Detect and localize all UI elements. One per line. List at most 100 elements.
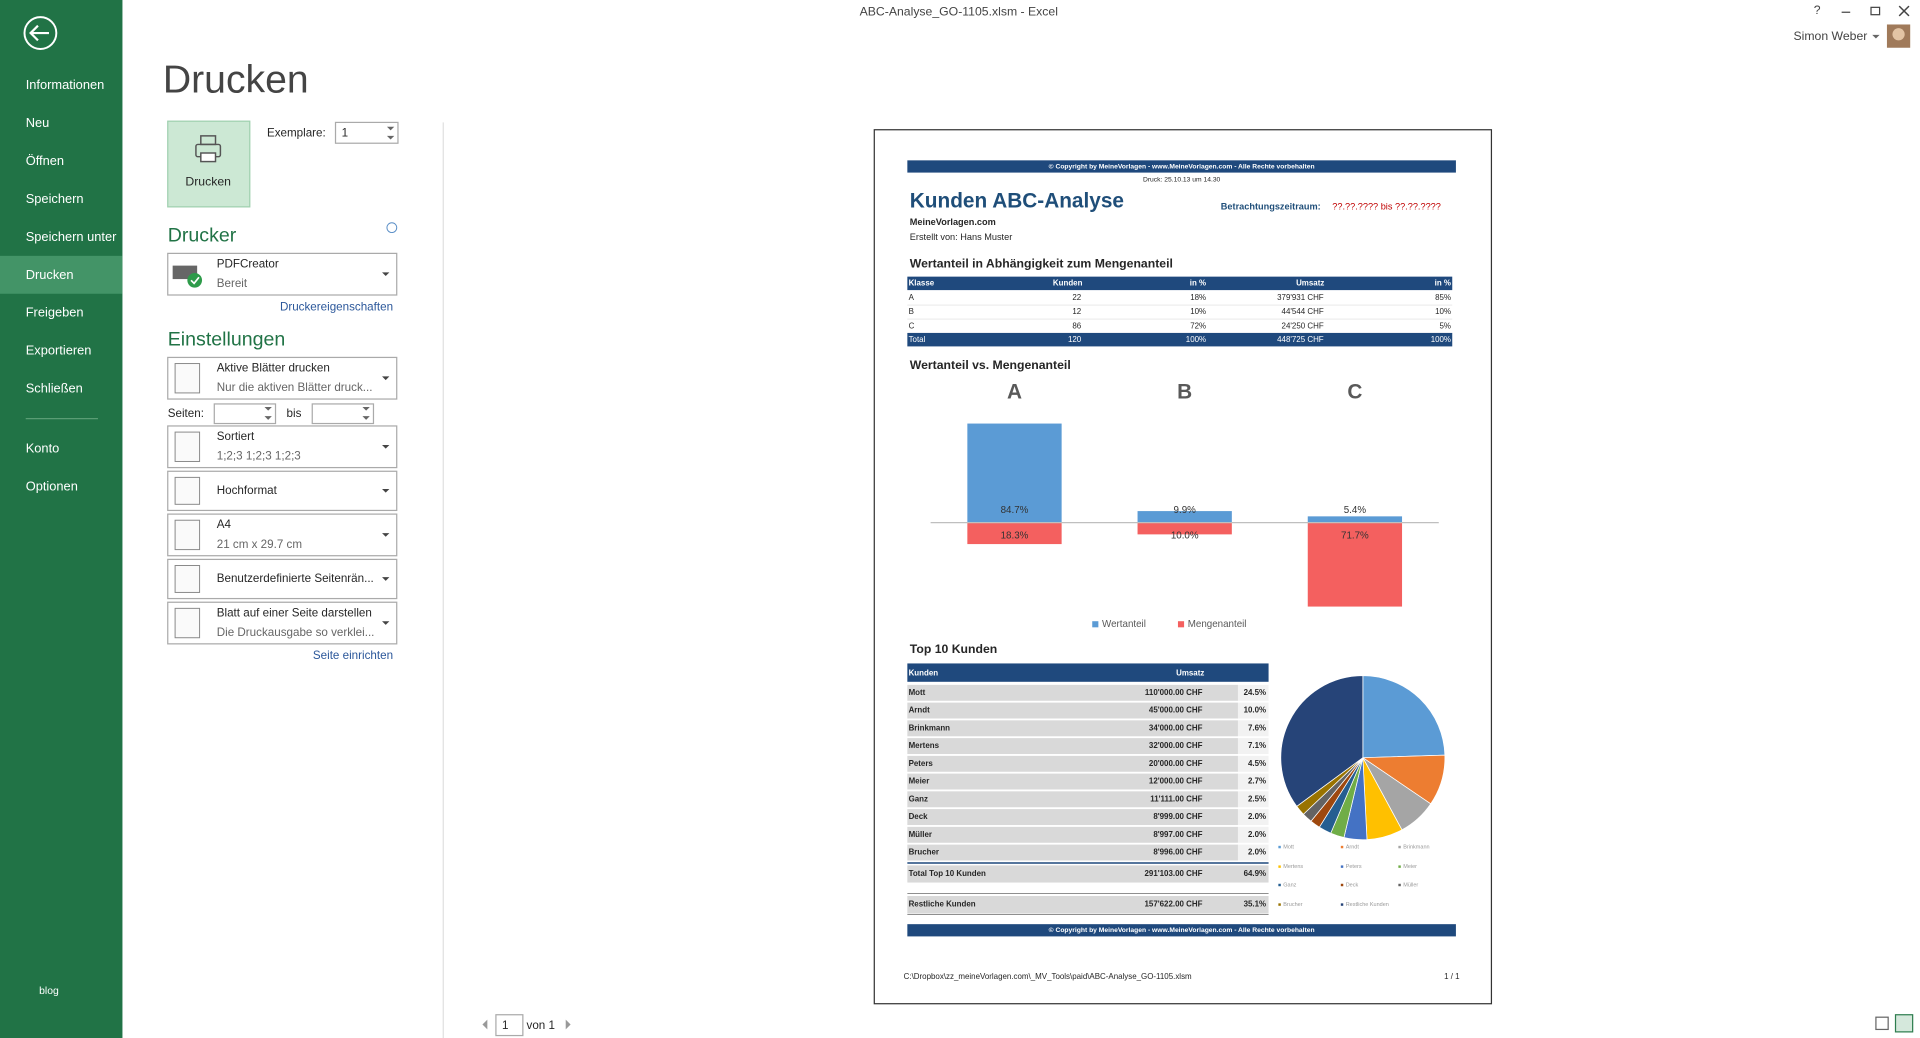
zoom-page-button[interactable] (1894, 1014, 1914, 1033)
pages-to-input[interactable] (311, 403, 375, 425)
setting-dropdown[interactable] (167, 356, 398, 400)
page-input[interactable] (495, 1014, 524, 1037)
abc-total-cell: 448'725 CHF (1277, 335, 1324, 344)
abc-header-cell: Umsatz (1296, 278, 1324, 287)
sidebar-item[interactable]: Speichern (26, 191, 84, 206)
pages-label: Seiten: (168, 407, 204, 420)
setting-icon (174, 519, 201, 551)
abc-total-cell: 120 (1068, 335, 1082, 344)
sidebar-item[interactable]: Neu (26, 115, 50, 130)
sidebar-item[interactable]: Konto (26, 441, 60, 456)
author: Erstellt von: Hans Muster (910, 232, 1012, 242)
restore-button[interactable] (1870, 6, 1881, 16)
dropdown-caret (382, 444, 390, 449)
dropdown-caret (264, 406, 272, 411)
printer-heading: Drucker (168, 224, 237, 246)
pie-legend-swatch (1278, 883, 1281, 887)
setting-title: A4 (217, 518, 232, 531)
spin-down (264, 416, 272, 420)
setting-dropdown[interactable] (167, 513, 398, 557)
top10-cell: Meier (909, 777, 930, 786)
pie-legend-swatch (1340, 883, 1344, 887)
top10-row-bg (907, 773, 1238, 790)
file-path: C:\Dropbox\zz_meineVorlagen.com\_MV_Tool… (904, 972, 1192, 981)
top10-cell: 2.5% (1248, 794, 1266, 803)
sidebar-item[interactable]: Freigeben (26, 305, 84, 320)
pie-legend-swatch (1398, 865, 1401, 868)
pie-legend-label: Mertens (1283, 864, 1303, 870)
setting-title: Blatt auf einer Seite darstellen (217, 606, 372, 619)
print-button[interactable] (167, 120, 251, 208)
bar-value-label: 9.9% (1174, 505, 1197, 516)
printer-properties-link[interactable]: Druckereigenschaften (280, 300, 393, 313)
close-button[interactable] (1898, 5, 1910, 17)
printer-dropdown[interactable] (167, 252, 398, 296)
copies-label: Exemplare: (267, 127, 326, 140)
top10-cell: Ganz (909, 794, 928, 803)
pie-legend-swatch (1278, 845, 1281, 849)
top10-row-bg (907, 809, 1238, 826)
setting-icon (174, 363, 201, 394)
dropdown-caret (382, 489, 390, 493)
pie-legend-label: Müller (1403, 882, 1418, 888)
sidebar-item[interactable]: Speichern unter (26, 229, 117, 244)
printer-ready-icon (187, 272, 203, 288)
bar (1137, 511, 1232, 523)
header-banner (907, 160, 1456, 173)
setting-dropdown[interactable] (167, 558, 398, 600)
setting-dropdown[interactable] (167, 470, 398, 512)
bar-value-label: 10.0% (1171, 531, 1199, 542)
pie-legend-label: Peters (1346, 864, 1362, 870)
pie-legend-label: Meier (1403, 864, 1417, 870)
copies-input[interactable] (334, 121, 399, 144)
top10-cell: Arndt (909, 706, 931, 715)
back-button[interactable] (23, 16, 58, 50)
sidebar-blog[interactable]: blog (39, 986, 59, 997)
abc-total-cell: 100% (1186, 335, 1206, 344)
abc-header-row (907, 276, 1453, 291)
top10-pct-bg (1237, 826, 1269, 843)
footer-copyright: © Copyright by MeineVorlagen - www.Meine… (1049, 926, 1315, 934)
setting-subtitle: Nur die aktiven Blätter druck... (217, 381, 373, 394)
top10-heading: Top 10 Kunden (910, 642, 997, 656)
top10-cell: 7.6% (1248, 723, 1266, 732)
top10-cell: 110'000.00 CHF (1145, 688, 1203, 697)
sidebar-item[interactable]: Exportieren (26, 343, 92, 358)
setting-dropdown[interactable] (167, 601, 398, 645)
abc-total-row (907, 332, 1453, 347)
prev-page[interactable] (482, 1019, 488, 1030)
setting-title: Benutzerdefinierte Seitenrän... (217, 572, 374, 585)
pie-legend-swatch (1278, 865, 1281, 868)
help-button[interactable]: ? (1814, 3, 1821, 17)
page-setup-link[interactable]: Seite einrichten (313, 649, 393, 662)
abc-header-cell: Klasse (909, 278, 935, 287)
top10-cell: 2.0% (1248, 830, 1266, 839)
abc-total-cell: Total (909, 335, 926, 344)
pie-slice (1280, 675, 1364, 807)
sidebar-item[interactable]: Optionen (26, 479, 78, 494)
header-copyright: © Copyright by MeineVorlagen - www.Meine… (1049, 162, 1315, 170)
bar-value-label: 71.7% (1341, 531, 1369, 542)
dropdown-caret (386, 126, 395, 131)
bar-value-label: 5.4% (1344, 505, 1367, 516)
top10-rest-cell: Restliche Kunden (909, 900, 976, 909)
top10-total-bg (907, 865, 1269, 883)
abc-cell: 10% (1190, 307, 1206, 316)
sidebar-item[interactable]: Öffnen (26, 153, 64, 168)
abc-header-cell: in % (1190, 278, 1206, 287)
chart-title: Wertanteil vs. Mengenanteil (910, 358, 1071, 372)
user-name[interactable]: Simon Weber (1793, 29, 1867, 43)
abc-cell: 22 (1072, 293, 1081, 302)
abc-cell: 72% (1190, 321, 1206, 330)
sidebar-item[interactable]: Schließen (26, 381, 83, 396)
setting-dropdown[interactable] (167, 425, 398, 469)
sidebar (0, 0, 123, 1038)
pie-legend-label: Arndt (1346, 845, 1360, 851)
pages-from-input[interactable] (213, 403, 277, 425)
top10-cell: Brucher (909, 848, 939, 857)
sidebar-item[interactable]: Drucken (26, 267, 74, 282)
next-page[interactable] (565, 1019, 571, 1030)
normal-view-button[interactable] (1875, 1016, 1889, 1031)
top10-pct-bg (1237, 791, 1269, 808)
sidebar-item[interactable]: Informationen (26, 77, 105, 92)
